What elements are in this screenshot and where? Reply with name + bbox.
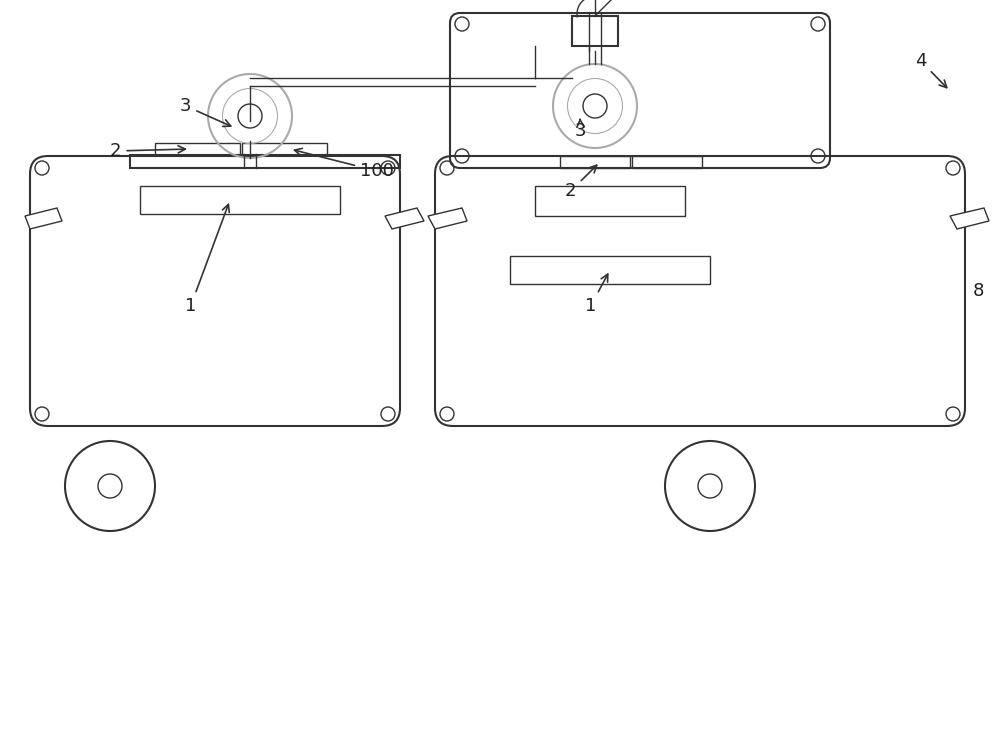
Text: 3: 3 (575, 119, 586, 140)
Text: 1: 1 (185, 204, 229, 315)
Text: 2: 2 (110, 142, 185, 160)
Text: 8: 8 (972, 282, 984, 300)
Text: 2: 2 (565, 166, 597, 200)
Polygon shape (25, 208, 62, 229)
Text: 3: 3 (180, 97, 231, 127)
Polygon shape (950, 208, 989, 229)
Text: 100: 100 (294, 148, 394, 180)
Text: 4: 4 (915, 52, 947, 88)
Polygon shape (385, 208, 424, 229)
Polygon shape (428, 208, 467, 229)
Text: 1: 1 (585, 274, 608, 315)
